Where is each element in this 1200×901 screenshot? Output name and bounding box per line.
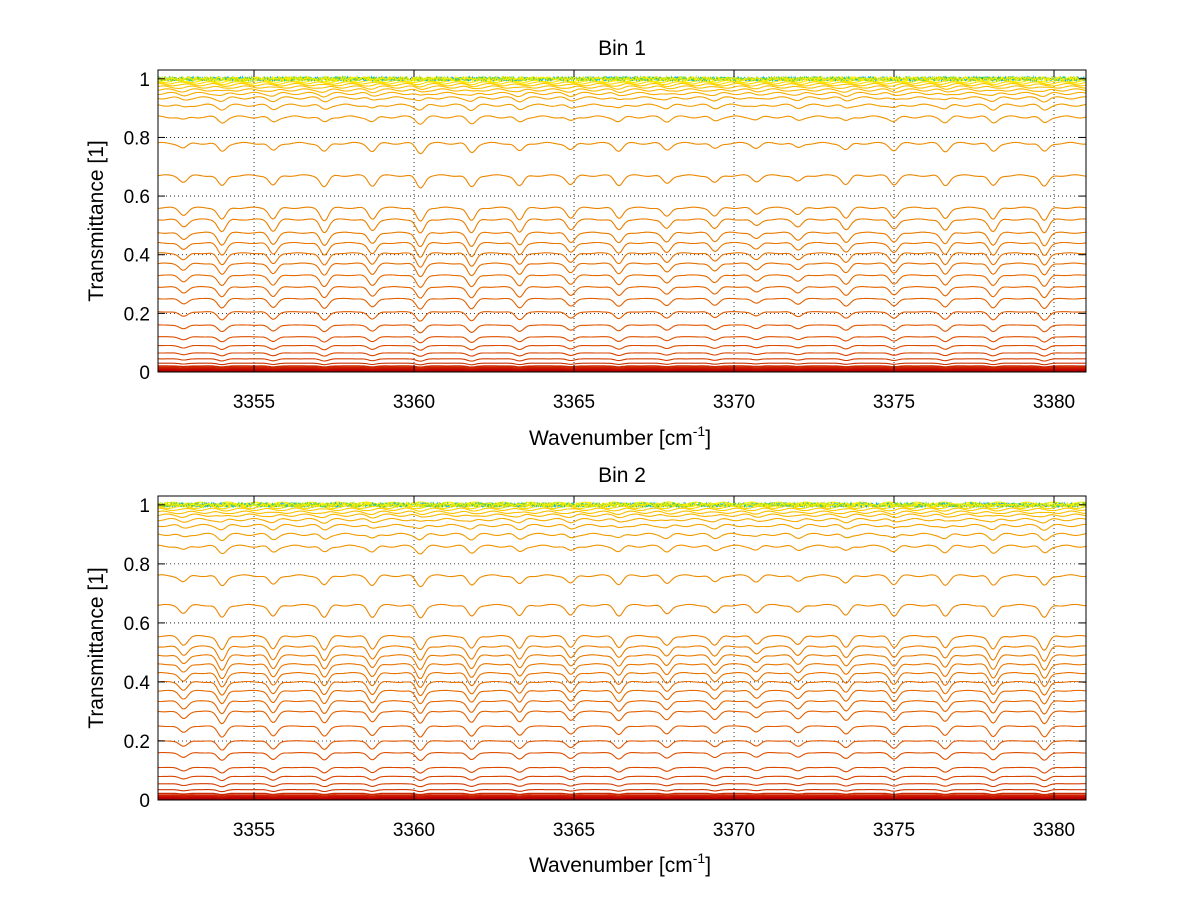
bin-2-series-line-19 [158,654,1086,671]
bin-2-series-line-20 [158,645,1086,662]
bin-1-series-line-9 [158,344,1086,351]
bin-1-series-line-29 [158,85,1086,90]
bin-1-xtick-label-3: 3370 [713,392,755,413]
bin-2-axes-frame [157,495,1087,801]
bin-1-ytick-label-1: 0.2 [124,304,150,325]
bin-1-xlabel: Wavenumber [cm-1] [529,423,711,450]
bin-1-xtick-label-2: 3365 [553,392,595,413]
bin-1-series-line-7 [158,358,1086,362]
bin-2-series-line-15 [158,689,1086,705]
bin-1-series-line-17 [158,252,1086,268]
bin-2-series-line-12 [158,725,1086,738]
bin-2-ytick-label-3: 0.6 [124,614,150,635]
bin-1-ytick-label-2: 0.4 [124,246,151,267]
bin-2-series-line-4 [158,794,1086,798]
bin-2-series-line-18 [158,663,1086,680]
bin-1-series-line-11 [158,324,1086,334]
bin-1-xtick-label-0: 3355 [233,392,275,413]
bin-2-ytick-label-0: 0 [139,791,150,812]
bin-1-series-line-28 [158,88,1086,94]
bin-1-ytick-label-4: 0.8 [124,128,150,149]
bin-2-series-line-23 [158,574,1086,588]
bin-1-series-line-22 [158,174,1086,189]
bin-2-series-line-3 [158,795,1086,798]
bin-2-series-line-7 [158,783,1086,788]
bin-1-series-line-10 [158,336,1086,344]
bin-2-series-line-9 [158,766,1086,774]
bin-2-series-line-16 [158,680,1086,697]
bin-1-axes-frame [157,69,1087,373]
bin-2-series-group [158,500,1086,800]
bin-2-xtick-label-0: 3355 [233,820,275,841]
bin-1-xtick-label-4: 3375 [873,392,915,413]
bin-2-series-line-17 [158,672,1086,689]
bin-2-series-line-22 [158,603,1086,619]
bin-1-series-line-25 [158,103,1086,112]
bin-2-series-line-8 [158,775,1086,782]
bin-2-ytick-label-5: 1 [139,496,150,517]
bin-2-series-line-26 [158,523,1086,531]
bin-1-plot: 0 0.2 0.4 0.6 0.8 1 3355 3360 3365 3370 3375 3380 Bi… [85,37,1087,450]
bin-1-series-line-5 [158,365,1086,369]
bin-1-series-line-26 [158,96,1086,103]
bin-1-series-line-8 [158,352,1086,357]
bin-1-series-line-6 [158,362,1086,366]
bin-1-ylabel: Transmittance [1] [85,140,108,301]
bin-1-xtick-label-1: 3360 [393,392,435,413]
bin-2-xtick-label-5: 3380 [1033,820,1075,841]
bin-1-title: Bin 1 [598,37,646,60]
bin-1-series-line-12 [158,311,1086,322]
bin-1-series-line-23 [158,141,1086,155]
bin-1-ytick-label-0: 0 [139,363,150,384]
bin-2-xtick-label-2: 3365 [553,820,595,841]
bin-2-ytick-label-1: 0.2 [124,732,150,753]
bin-2-noise-line-3 [158,501,1086,509]
bin-2-series-line-25 [158,532,1086,542]
bin-1-series-line-13 [158,297,1086,310]
bin-1-series-line-14 [158,286,1086,299]
bin-1-series-line-18 [158,241,1086,258]
bin-2-series-line-28 [158,513,1086,519]
bin-2-series-line-14 [158,700,1086,715]
bin-1-series-line-21 [158,206,1086,222]
bin-2-series-line-6 [158,789,1086,793]
bin-2-xtick-label-1: 3360 [393,820,435,841]
bin-1-series-line-4 [158,366,1086,370]
bin-2-series-line-21 [158,634,1086,651]
bin-2-series-line-5 [158,792,1086,796]
bin-2-series-line-10 [158,752,1086,762]
bin-2-plot: 0 0.2 0.4 0.6 0.8 1 3355 3360 3365 3370 3375 3380 Bi… [85,464,1087,877]
bin-2-series-line-24 [158,544,1086,555]
bin-2-ytick-label-2: 0.4 [124,673,151,694]
bin-2-title: Bin 2 [598,464,646,487]
bin-1-xtick-label-5: 3380 [1033,392,1075,413]
bin-2-xtick-label-4: 3375 [873,820,915,841]
bin-1-noise-line-3 [158,75,1086,83]
bin-2-series-line-30 [158,507,1086,512]
bin-1-series-line-16 [158,262,1086,278]
bin-2-series-line-27 [158,517,1086,524]
bin-2-series-line-11 [158,740,1086,751]
bin-2-ytick-label-4: 0.8 [124,555,150,576]
bin-1-series-group [158,74,1086,372]
bin-1-ytick-label-3: 0.6 [124,187,150,208]
bin-2-xlabel: Wavenumber [cm-1] [529,850,711,877]
bin-1-series-line-15 [158,274,1086,289]
bin-1-series-line-30 [158,82,1086,88]
bin-1-series-line-20 [158,218,1086,234]
bin-1-series-line-19 [158,231,1086,248]
bin-1-ytick-label-5: 1 [139,70,150,91]
bin-2-series-line-13 [158,710,1086,725]
bin-1-series-line-27 [158,91,1086,98]
bin-1-series-line-24 [158,115,1086,125]
bin-2-series-line-29 [158,510,1086,516]
bin-2-ylabel: Transmittance [1] [85,567,108,728]
bin-2-xtick-label-3: 3370 [713,820,755,841]
